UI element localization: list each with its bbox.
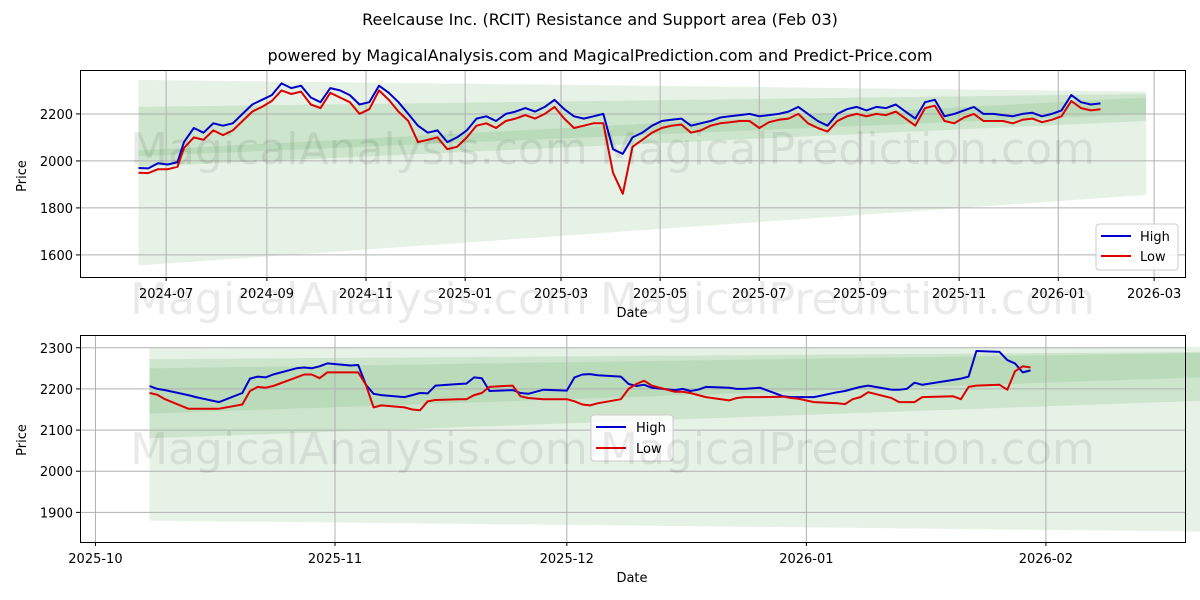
x-tick-label: 2025-10	[68, 552, 122, 567]
x-tick-label: 2024-07	[139, 287, 193, 302]
x-tick-label: 2025-09	[833, 287, 887, 302]
bottom-x-axis-label: Date	[616, 571, 647, 586]
top-x-axis: 2024-07 2024-09 2024-11 2025-01 2025-03 2025-…	[139, 277, 1181, 302]
x-tick-label: 2026-03	[1127, 287, 1181, 302]
bottom-y-axis: 1900 2000 2100 2200 2300	[40, 342, 80, 521]
x-tick-label: 2025-11	[308, 552, 362, 567]
top-x-axis-label: Date	[616, 306, 647, 321]
chart-subtitle: powered by MagicalAnalysis.com and Magic…	[267, 46, 933, 65]
top-legend-low-label: Low	[1140, 250, 1166, 265]
y-tick-label: 2300	[40, 342, 73, 357]
watermark-text: MagicalPrediction.com	[600, 424, 1095, 475]
watermark-text: MagicalPrediction.com	[600, 274, 1095, 325]
x-tick-label: 2024-09	[240, 287, 294, 302]
bottom-x-axis: 2025-10 2025-11 2025-12 2026-01 2026-02	[68, 542, 1073, 567]
bottom-legend-high-label: High	[636, 421, 666, 436]
bottom-support-resistance-bands	[149, 346, 1200, 532]
x-tick-label: 2025-12	[540, 552, 594, 567]
watermark-text: MagicalAnalysis.com	[130, 274, 588, 325]
x-tick-label: 2025-07	[732, 287, 786, 302]
x-tick-label: 2025-11	[932, 287, 986, 302]
band-inner	[149, 353, 1200, 414]
x-tick-label: 2025-01	[438, 287, 492, 302]
bottom-price-lines	[149, 350, 1031, 412]
x-tick-label: 2025-05	[633, 287, 687, 302]
top-axes-frame	[80, 70, 1186, 278]
bottom-legend-low-label: Low	[636, 442, 662, 457]
x-tick-label: 2025-03	[534, 287, 588, 302]
y-tick-label: 1900	[40, 506, 73, 521]
y-tick-label: 2100	[40, 424, 73, 439]
bottom-y-axis-label: Price	[15, 424, 30, 456]
top-price-lines	[138, 82, 1101, 195]
y-tick-label: 1800	[40, 202, 73, 217]
high-price-line	[149, 350, 1031, 404]
bottom-axes-frame	[80, 335, 1186, 543]
high-price-line	[138, 82, 1101, 170]
top-y-axis-label: Price	[15, 160, 30, 192]
watermark-text: MagicalAnalysis.com	[130, 424, 588, 475]
x-tick-label: 2026-01	[1031, 287, 1085, 302]
x-tick-label: 2026-02	[1019, 552, 1073, 567]
y-tick-label: 2000	[40, 465, 73, 480]
x-tick-label: 2026-01	[779, 552, 833, 567]
watermark-text: MagicalAnalysis.com	[130, 124, 588, 175]
top-legend: High Low	[1095, 223, 1179, 271]
y-tick-label: 2200	[40, 108, 73, 123]
y-tick-label: 2000	[40, 155, 73, 170]
x-tick-label: 2024-11	[339, 287, 393, 302]
low-price-line	[149, 365, 1031, 412]
y-tick-label: 1600	[40, 249, 73, 264]
low-price-line	[138, 89, 1101, 195]
watermark-text: MagicalPrediction.com	[600, 124, 1095, 175]
top-y-axis: 1600 1800 2000 2200	[40, 108, 80, 264]
top-legend-high-label: High	[1140, 230, 1170, 245]
y-tick-label: 2200	[40, 383, 73, 398]
chart-title: Reelcause Inc. (RCIT) Resistance and Sup…	[362, 10, 838, 29]
bottom-legend: High Low	[590, 414, 674, 462]
